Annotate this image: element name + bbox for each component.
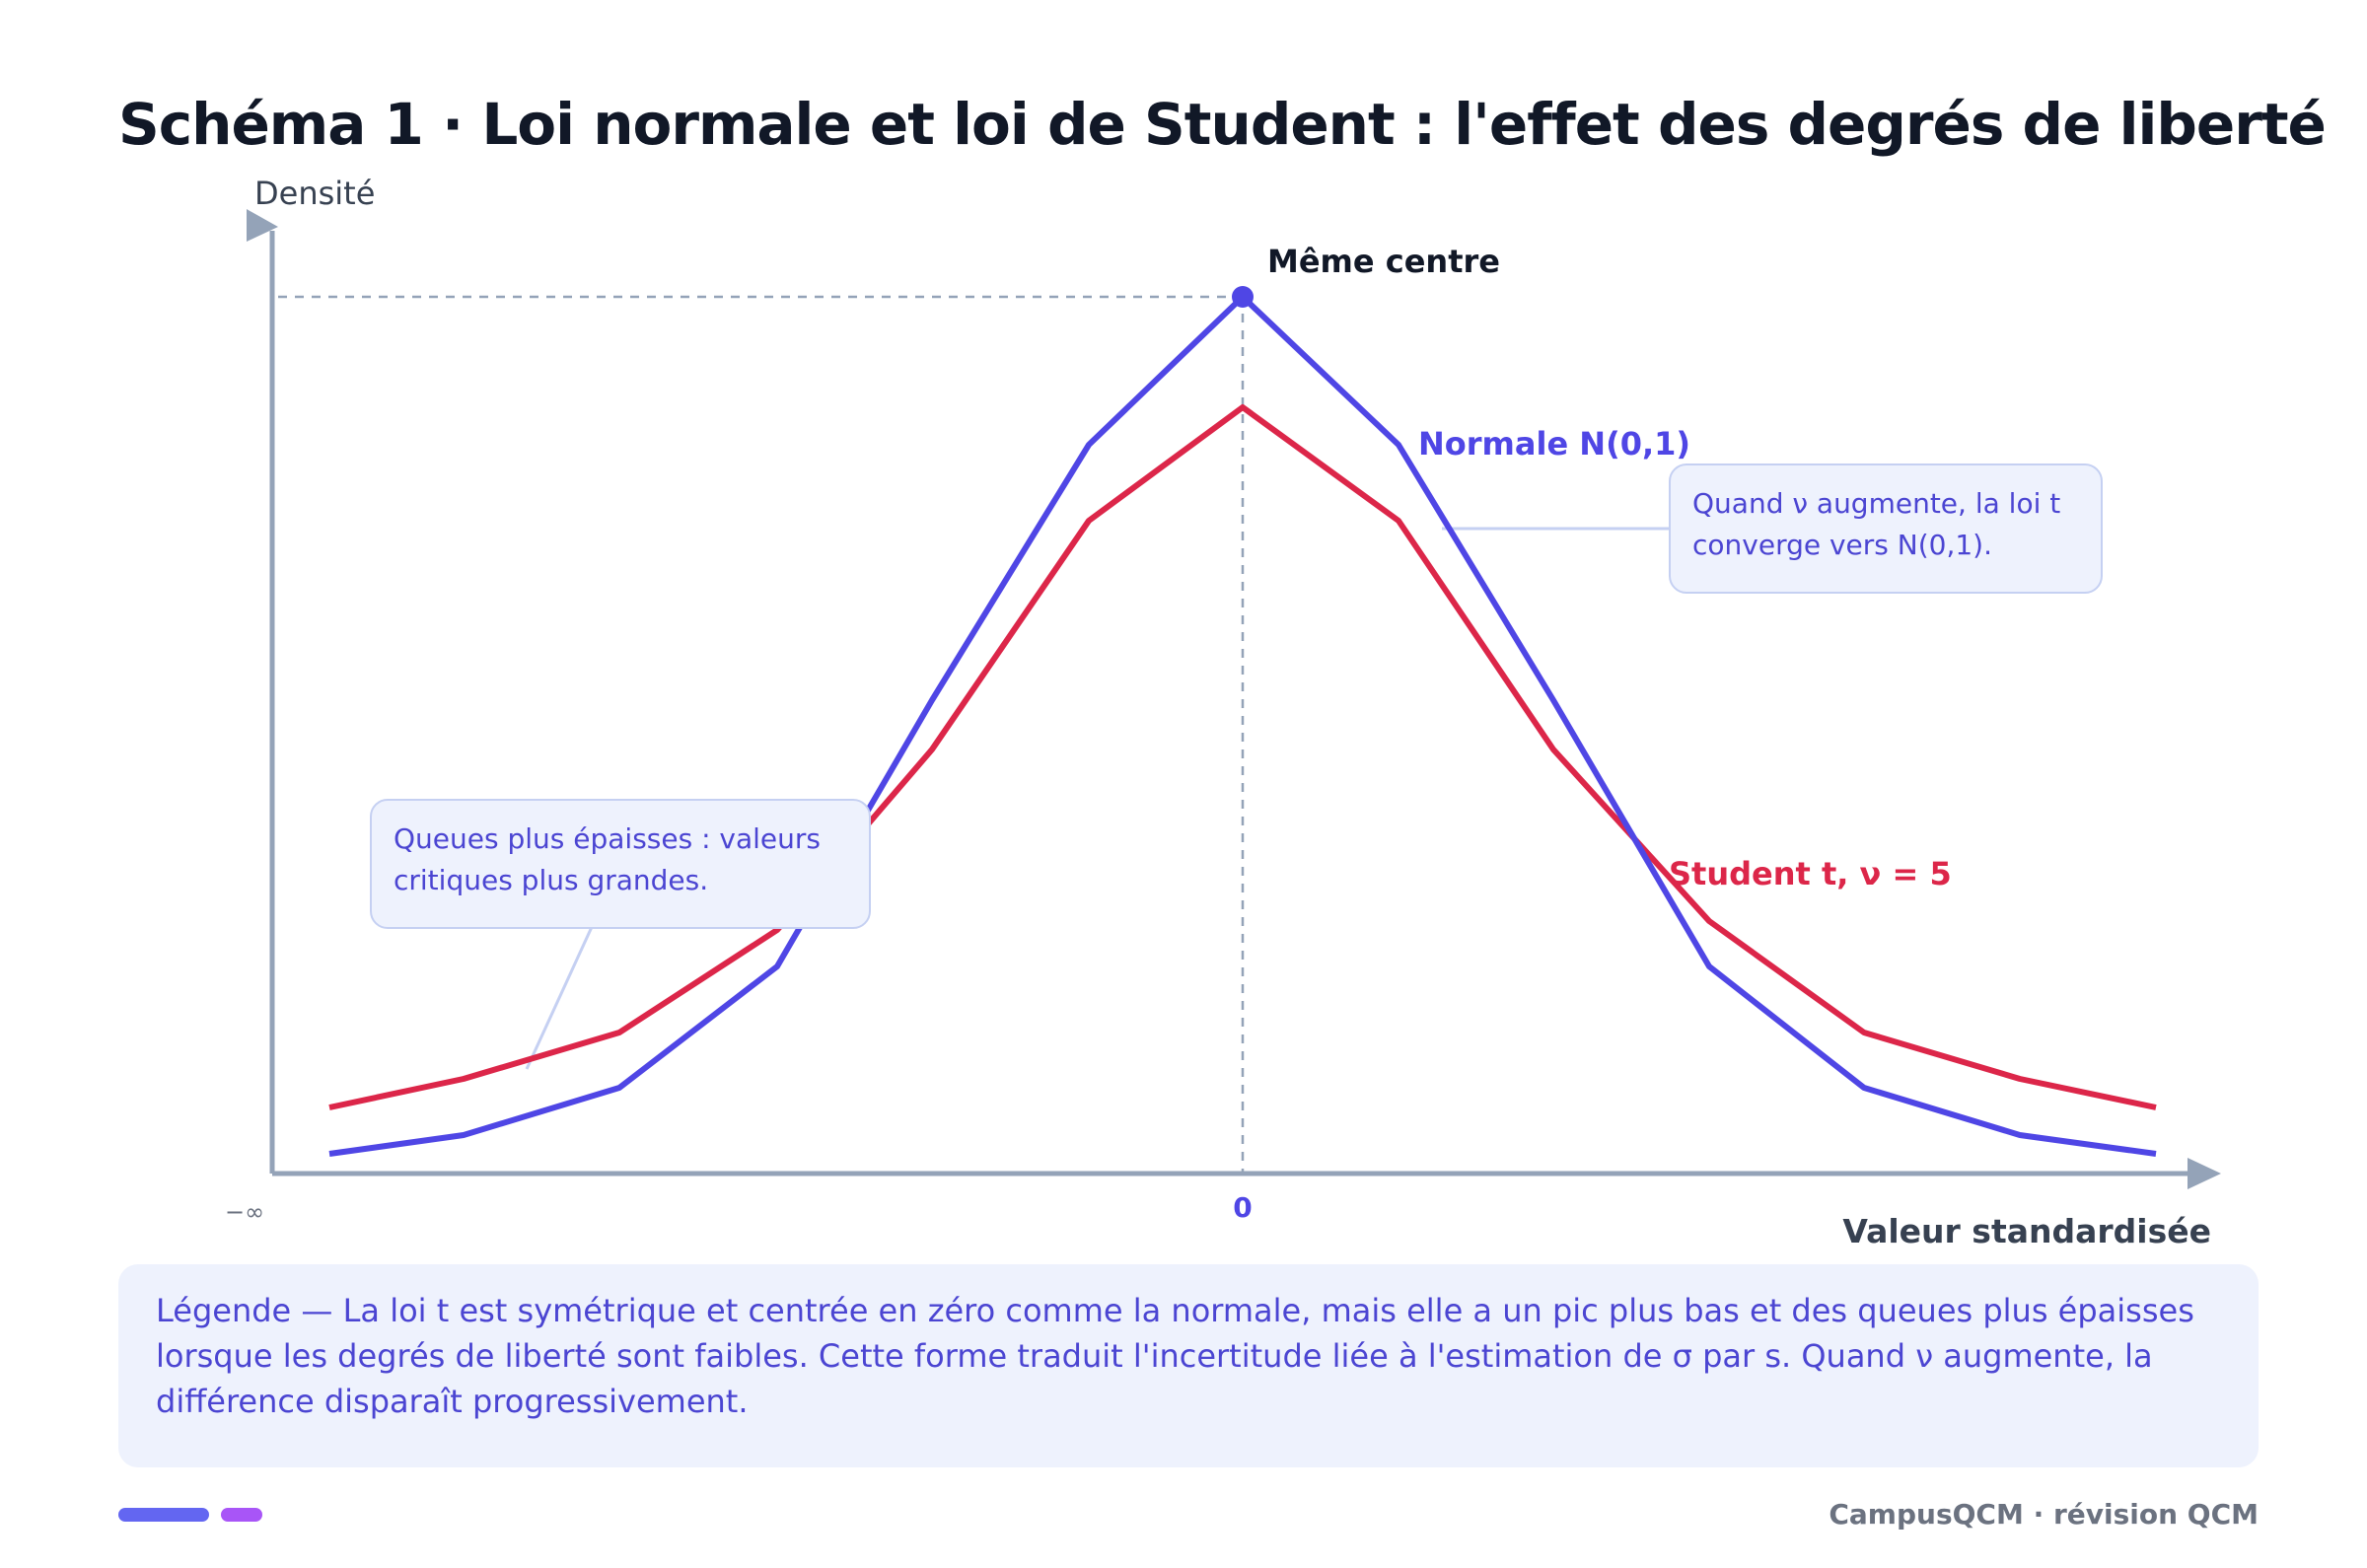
- footer-credit: CampusQCM · révision QCM: [1829, 1498, 2259, 1531]
- convergence-callout: Quand ν augmente, la loi t converge vers…: [1669, 463, 2103, 594]
- footer-accent-dot: [221, 1508, 262, 1522]
- x-left-tick-label: −∞: [225, 1198, 264, 1226]
- peak-label: Même centre: [1267, 243, 1500, 280]
- normal-curve-label: Normale N(0,1): [1418, 425, 1690, 463]
- tails-callout: Queues plus épaisses : valeurs critiques…: [370, 799, 871, 929]
- x-center-tick-label: 0: [1233, 1191, 1252, 1224]
- footer-accent-bar: [118, 1508, 209, 1522]
- student-t-curve: [328, 404, 2157, 1110]
- x-axis-label: Valeur standardisée: [1842, 1212, 2211, 1250]
- tails-connector: [525, 926, 594, 1070]
- page-title: Schéma 1 · Loi normale et loi de Student…: [118, 91, 2327, 158]
- legend-box: Légende — La loi t est symétrique et cen…: [118, 1264, 2259, 1467]
- y-axis-arrow: [247, 209, 278, 242]
- student-curve-label: Student t, ν = 5: [1669, 855, 1952, 892]
- y-axis-label: Densité: [254, 175, 375, 212]
- peak-marker: [1232, 286, 1254, 308]
- x-axis-arrow: [2188, 1158, 2221, 1189]
